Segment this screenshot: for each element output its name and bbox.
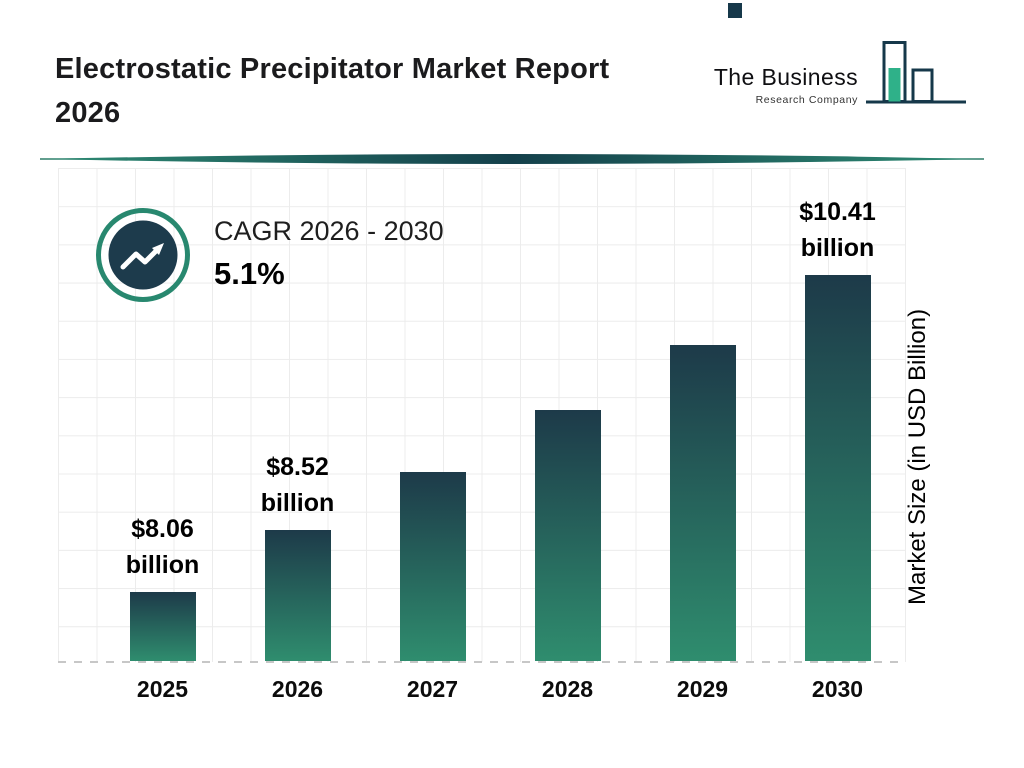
bar-value-amount: $8.52: [266, 453, 329, 481]
bar-2025: [129, 592, 196, 661]
trending-up-icon: [96, 208, 190, 302]
bar-column-2029: [635, 168, 770, 661]
y-axis-label: Market Size (in USD Billion): [904, 308, 931, 606]
bar-value-label: $8.06 billion: [126, 511, 200, 583]
cagr-text: CAGR 2026 - 2030 5.1%: [214, 208, 444, 292]
cagr-callout: CAGR 2026 - 2030 5.1%: [96, 208, 444, 302]
x-axis-label-2027: 2027: [406, 676, 459, 702]
bar-column-2026: $8.52 billion: [230, 168, 365, 661]
bar-2026: [264, 530, 331, 661]
bar-value-label: $10.41 billion: [799, 194, 875, 266]
corner-mark: [728, 3, 742, 18]
logo-bars-icon: [866, 41, 966, 104]
logo-tagline: Research Company: [755, 94, 858, 106]
x-axis-label-2028: 2028: [541, 676, 594, 702]
logo-text: The Business Research Company: [714, 64, 858, 106]
bar-2030: [804, 275, 871, 661]
chart-baseline: [58, 661, 906, 663]
bar-column-2028: [500, 168, 635, 661]
bar-2028: [534, 410, 601, 661]
bar-value-amount: $8.06: [131, 515, 194, 543]
x-axis-label-2029: 2029: [676, 676, 729, 702]
logo-name: The Business: [713, 64, 858, 90]
divider-line: [40, 154, 984, 164]
bar-value-unit: billion: [125, 551, 200, 579]
x-axis-label-2026: 2026: [271, 676, 324, 702]
bar-value-label: $8.52 billion: [261, 449, 335, 521]
chart-gridlines: [58, 168, 906, 662]
x-axis: 2025 2026 2027 2028 2029 2030: [95, 676, 905, 703]
bar-column-2027: [365, 168, 500, 661]
bar-value-unit: billion: [260, 489, 335, 517]
bar-value-unit: billion: [800, 234, 875, 262]
bar-column-2025: $8.06 billion: [95, 168, 230, 661]
bar-2027: [399, 472, 466, 661]
bar-chart: $8.06 billion $8.52 billion $10.41 billion: [95, 168, 905, 661]
x-axis-label-2025: 2025: [136, 676, 189, 702]
bar-value-amount: $10.41: [799, 198, 876, 226]
page-title-line1: Electrostatic Precipitator Market Report: [55, 53, 610, 85]
bar-column-2030: $10.41 billion: [770, 168, 905, 661]
page-title: Electrostatic Precipitator Market Report…: [55, 48, 609, 135]
bar-2029: [669, 345, 736, 661]
page-title-line2: 2026: [55, 96, 121, 129]
cagr-value: 5.1%: [214, 256, 285, 291]
x-axis-label-2030: 2030: [811, 676, 864, 702]
company-logo: The Business Research Company: [714, 40, 966, 108]
cagr-label: CAGR 2026 - 2030: [214, 216, 444, 246]
